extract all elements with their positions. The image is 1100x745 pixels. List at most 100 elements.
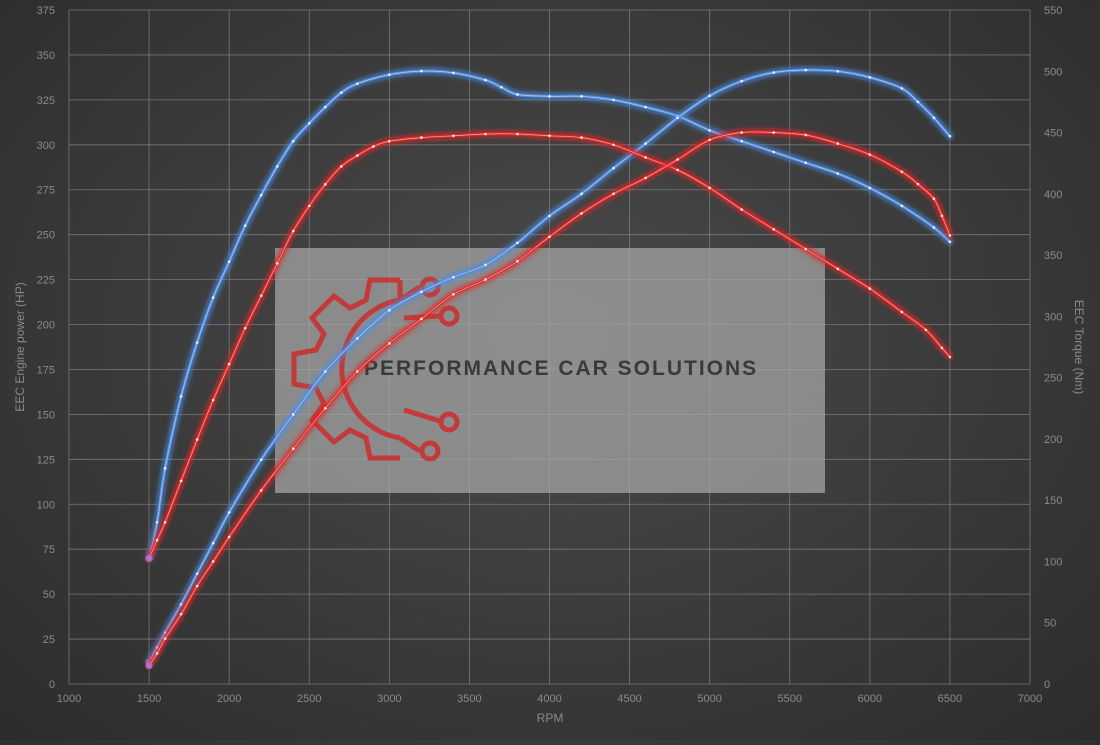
data-point: [484, 263, 487, 267]
data-point: [227, 260, 231, 263]
data-point: [708, 138, 711, 142]
y-left-tick-label: 200: [37, 320, 55, 332]
data-point: [356, 370, 359, 373]
y-left-tick-label: 100: [37, 499, 55, 511]
data-point: [323, 105, 327, 109]
data-point: [484, 132, 487, 136]
y-left-tick-label: 350: [37, 50, 55, 62]
data-point: [227, 535, 231, 539]
y-right-tick-label: 500: [1044, 66, 1062, 78]
data-point: [580, 136, 583, 139]
data-point: [772, 71, 776, 74]
data-point: [275, 262, 279, 265]
data-point: [836, 69, 840, 73]
data-point: [195, 438, 199, 441]
x-tick-label: 6500: [938, 693, 962, 705]
watermark: PERFORMANCE CAR SOLUTIONS: [275, 248, 825, 493]
data-point: [740, 131, 743, 134]
data-point: [356, 337, 359, 340]
data-point: [612, 143, 615, 147]
x-tick-label: 1500: [137, 693, 161, 705]
y-right-tick-label: 200: [1044, 434, 1062, 446]
data-point: [836, 172, 840, 175]
data-point: [644, 176, 647, 180]
data-point: [243, 224, 247, 227]
y-axis-right-title: EEC Torque (Nm): [1072, 300, 1086, 394]
data-point: [339, 165, 343, 168]
data-point: [516, 241, 519, 245]
data-point: [179, 603, 183, 606]
data-point: [612, 98, 615, 102]
series-1: [144, 65, 955, 667]
data-point: [388, 308, 391, 312]
data-point: [388, 73, 391, 77]
data-point: [291, 139, 295, 143]
y-left-tick-label: 0: [49, 679, 55, 691]
data-point: [900, 204, 904, 208]
y-left-tick-label: 300: [37, 140, 55, 152]
y-right-tick-label: 50: [1044, 618, 1056, 630]
x-tick-label: 4000: [537, 693, 561, 705]
y-left-tick-label: 325: [37, 95, 55, 107]
data-point: [612, 166, 615, 170]
data-point: [275, 165, 279, 168]
data-point: [548, 94, 551, 98]
data-point: [924, 328, 928, 332]
data-point: [548, 235, 551, 239]
data-point: [644, 105, 647, 109]
x-tick-label: 6000: [858, 693, 882, 705]
x-tick-label: 2000: [217, 693, 241, 705]
series-line-core: [148, 133, 951, 559]
data-point: [708, 186, 711, 190]
data-point: [772, 227, 776, 231]
data-point: [484, 78, 487, 82]
data-point: [291, 447, 295, 451]
data-point: [211, 296, 215, 299]
data-point: [420, 290, 423, 294]
y-left-tick-label: 175: [37, 364, 55, 376]
data-point: [420, 136, 423, 139]
y-left-tick-label: 75: [43, 544, 55, 556]
x-tick-label: 5000: [697, 693, 721, 705]
data-point: [179, 479, 183, 483]
y-right-tick-label: 400: [1044, 189, 1062, 201]
data-point: [307, 121, 311, 125]
data-point: [868, 186, 872, 190]
data-point: [452, 71, 455, 75]
data-point: [580, 212, 583, 215]
y-right-tick-label: 100: [1044, 556, 1062, 568]
y-left-tick-label: 50: [43, 589, 55, 601]
y-left-tick-label: 25: [43, 634, 55, 646]
data-point: [195, 341, 199, 344]
data-point: [155, 538, 159, 542]
data-point: [163, 467, 167, 470]
data-point: [227, 362, 231, 366]
y-left-tick-label: 125: [37, 454, 55, 466]
x-tick-label: 4500: [617, 693, 641, 705]
data-point: [163, 520, 167, 524]
series-line-core: [148, 131, 951, 666]
data-point: [452, 134, 455, 138]
data-point: [227, 511, 231, 514]
y-right-tick-label: 550: [1044, 5, 1062, 17]
data-point: [211, 560, 215, 563]
data-point: [356, 154, 359, 157]
data-point: [772, 131, 776, 134]
data-point: [291, 413, 295, 416]
data-point: [948, 355, 952, 359]
y-right-tick-label: 0: [1044, 679, 1050, 691]
data-point: [948, 240, 952, 244]
x-axis-title: RPM: [537, 711, 564, 725]
data-point: [484, 278, 487, 281]
data-point: [676, 116, 679, 120]
data-point: [420, 317, 423, 321]
y-left-tick-label: 150: [37, 409, 55, 421]
data-point: [676, 158, 679, 161]
data-point: [948, 234, 952, 237]
y-left-tick-label: 250: [37, 230, 55, 242]
data-point: [836, 142, 840, 145]
data-point: [259, 294, 263, 298]
data-point: [339, 91, 343, 94]
data-point: [900, 170, 904, 174]
